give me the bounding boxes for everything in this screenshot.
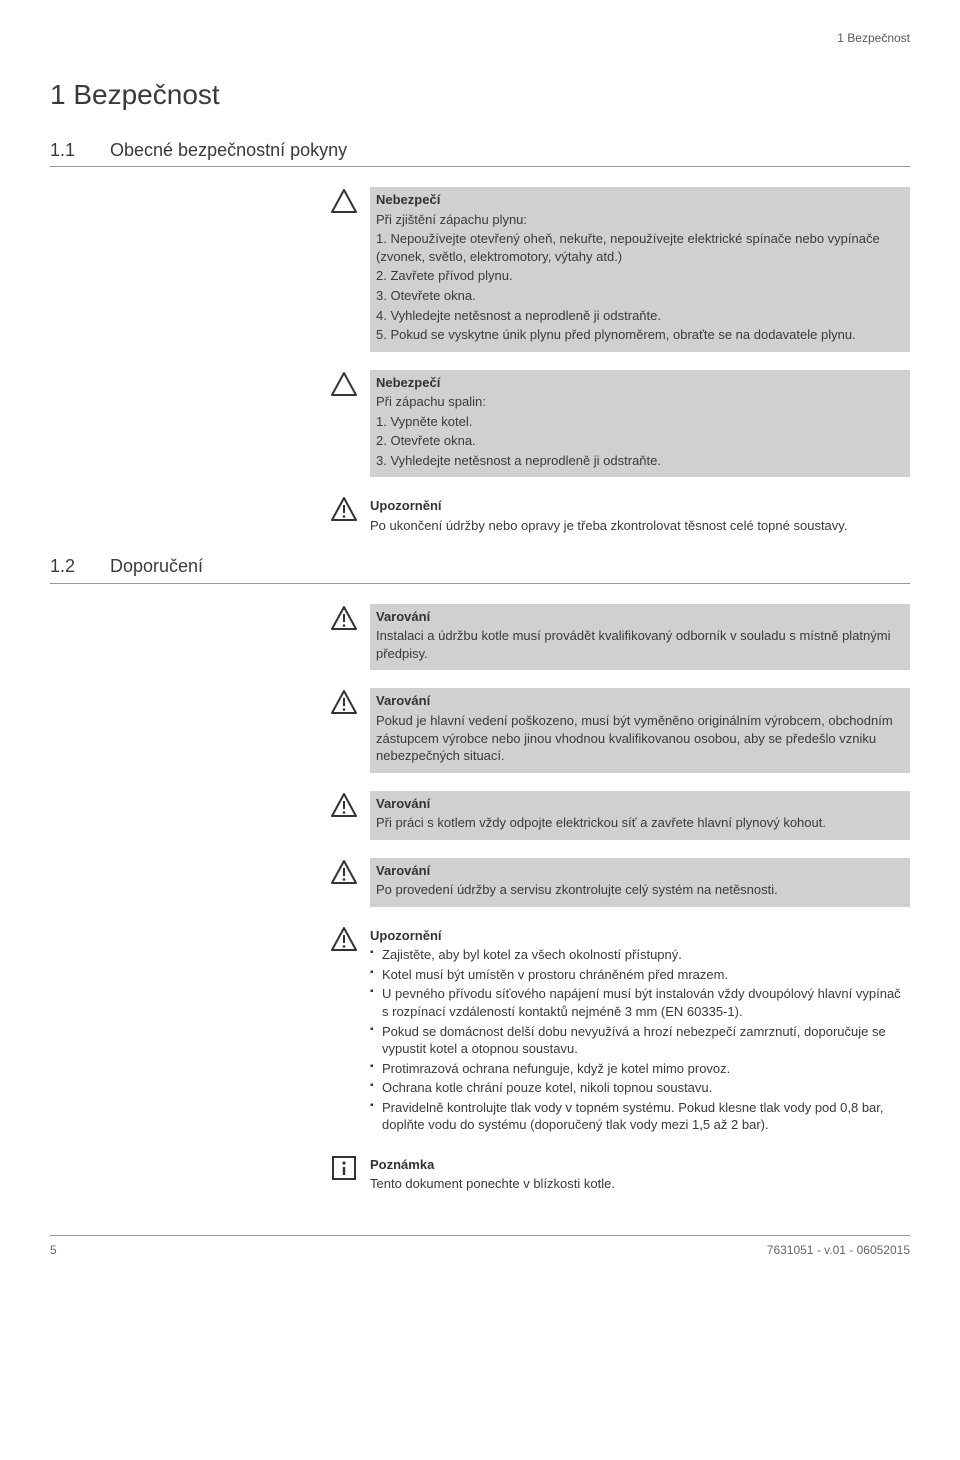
section-number: 1.1 xyxy=(50,138,110,162)
page-number: 5 xyxy=(50,1242,57,1258)
section-name: Obecné bezpečnostní pokyny xyxy=(110,138,347,162)
box-intro: Při zápachu spalin: xyxy=(376,393,904,411)
section-heading-1-1: 1.1 Obecné bezpečnostní pokyny xyxy=(50,138,910,167)
box-title: Poznámka xyxy=(370,1156,910,1174)
warning-triangle-bang-icon xyxy=(330,495,358,523)
box-text: Pokud je hlavní vedení poškozeno, musí b… xyxy=(376,712,904,765)
warning-triangle-bang-icon xyxy=(330,604,358,632)
box-title: Varování xyxy=(376,692,904,710)
warning-box-mains: Varování Pokud je hlavní vedení poškozen… xyxy=(330,688,910,772)
bullet-item: Ochrana kotle chrání pouze kotel, nikoli… xyxy=(370,1079,910,1097)
danger-box-gas: Nebezpečí Při zjištění zápachu plynu: 1.… xyxy=(330,187,910,351)
warning-triangle-bang-icon xyxy=(330,925,358,953)
warning-box-install: Varování Instalaci a údržbu kotle musí p… xyxy=(330,604,910,671)
warning-box-disconnect: Varování Při práci s kotlem vždy odpojte… xyxy=(330,791,910,840)
doc-id: 7631051 - v.01 - 06052015 xyxy=(767,1242,910,1258)
box-title: Varování xyxy=(376,862,904,880)
box-title: Nebezpečí xyxy=(376,374,904,392)
list-item: 2. Otevřete okna. xyxy=(376,432,904,450)
box-intro: Při zjištění zápachu plynu: xyxy=(376,211,904,229)
bullet-item: Kotel musí být umístěn v prostoru chráně… xyxy=(370,966,910,984)
warning-box-leakcheck: Varování Po provedení údržby a servisu z… xyxy=(330,858,910,907)
box-text: Po ukončení údržby nebo opravy je třeba … xyxy=(370,517,910,535)
list-item: 1. Nepoužívejte otevřený oheň, nekuřte, … xyxy=(376,230,904,265)
warning-triangle-bang-icon xyxy=(330,688,358,716)
box-title: Upozornění xyxy=(370,927,910,945)
bullet-item: U pevného přívodu síťového napájení musí… xyxy=(370,985,910,1020)
warning-triangle-icon xyxy=(330,187,358,215)
note-box-keepdoc: Poznámka Tento dokument ponechte v blízk… xyxy=(330,1154,910,1195)
box-title: Nebezpečí xyxy=(376,191,904,209)
box-title: Upozornění xyxy=(370,497,910,515)
box-text: Instalaci a údržbu kotle musí provádět k… xyxy=(376,627,904,662)
notice-box-general: Upozornění Zajistěte, aby byl kotel za v… xyxy=(330,925,910,1136)
section-number: 1.2 xyxy=(50,554,110,578)
bullet-item: Protimrazová ochrana nefunguje, když je … xyxy=(370,1060,910,1078)
list-item: 2. Zavřete přívod plynu. xyxy=(376,267,904,285)
list-item: 5. Pokud se vyskytne únik plynu před ply… xyxy=(376,326,904,344)
page-footer: 5 7631051 - v.01 - 06052015 xyxy=(50,1235,910,1258)
danger-box-flue: Nebezpečí Při zápachu spalin: 1. Vypněte… xyxy=(330,370,910,478)
section-heading-1-2: 1.2 Doporučení xyxy=(50,554,910,583)
list-item: 1. Vypněte kotel. xyxy=(376,413,904,431)
box-title: Varování xyxy=(376,608,904,626)
notice-box-maintenance: Upozornění Po ukončení údržby nebo oprav… xyxy=(330,495,910,536)
box-title: Varování xyxy=(376,795,904,813)
warning-triangle-bang-icon xyxy=(330,858,358,886)
section-name: Doporučení xyxy=(110,554,203,578)
warning-triangle-bang-icon xyxy=(330,791,358,819)
list-item: 3. Vyhledejte netěsnost a neprodleně ji … xyxy=(376,452,904,470)
bullet-item: Pravidelně kontrolujte tlak vody v topné… xyxy=(370,1099,910,1134)
box-text: Po provedení údržby a servisu zkontroluj… xyxy=(376,881,904,899)
info-icon xyxy=(330,1154,358,1182)
list-item: 4. Vyhledejte netěsnost a neprodleně ji … xyxy=(376,307,904,325)
box-text: Tento dokument ponechte v blízkosti kotl… xyxy=(370,1175,910,1193)
box-text: Při práci s kotlem vždy odpojte elektric… xyxy=(376,814,904,832)
chapter-title: 1 Bezpečnost xyxy=(50,76,910,114)
running-header: 1 Bezpečnost xyxy=(50,30,910,46)
bullet-item: Pokud se domácnost delší dobu nevyužívá … xyxy=(370,1023,910,1058)
list-item: 3. Otevřete okna. xyxy=(376,287,904,305)
section-1-2-content: Varování Instalaci a údržbu kotle musí p… xyxy=(330,604,910,1195)
section-1-1-content: Nebezpečí Při zjištění zápachu plynu: 1.… xyxy=(330,187,910,536)
warning-triangle-icon xyxy=(330,370,358,398)
bullet-item: Zajistěte, aby byl kotel za všech okolno… xyxy=(370,946,910,964)
